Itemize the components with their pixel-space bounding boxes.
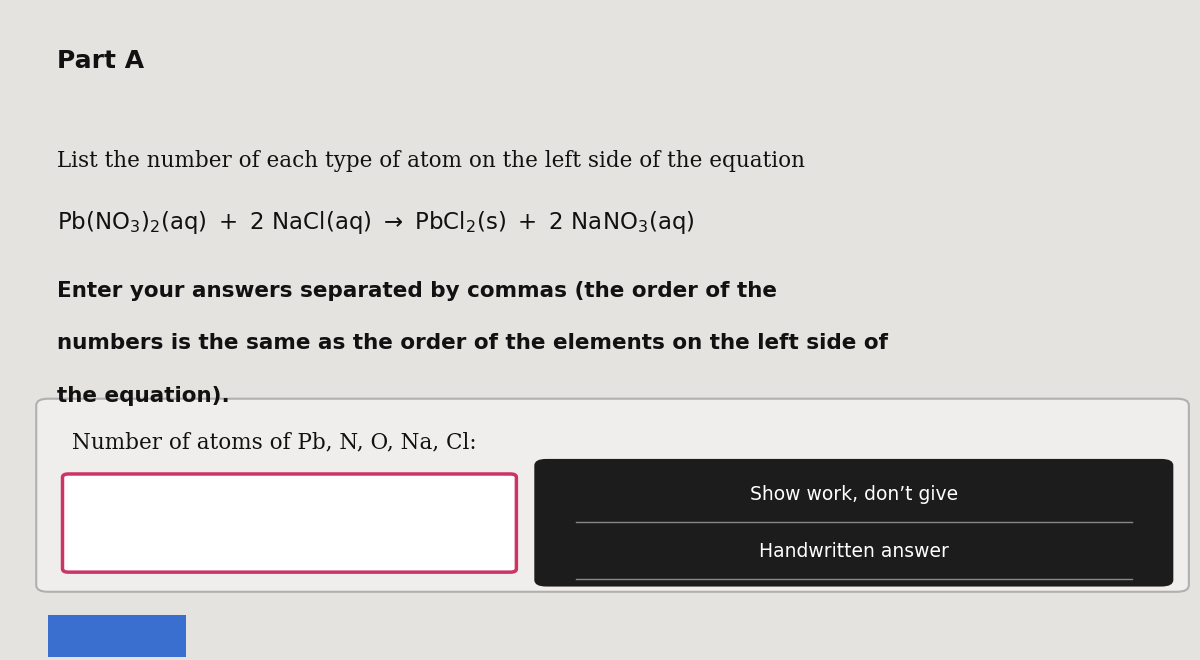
Text: $\mathrm{Pb(NO_3)_2(aq)\ +\ 2\ NaCl(aq)\ \rightarrow\ PbCl_2(s)\ +\ 2\ NaNO_3(aq: $\mathrm{Pb(NO_3)_2(aq)\ +\ 2\ NaCl(aq)\… <box>56 209 694 236</box>
Text: Number of atoms of Pb, N, O, Na, Cl:: Number of atoms of Pb, N, O, Na, Cl: <box>72 432 476 453</box>
Text: Show work, don’t give: Show work, don’t give <box>750 485 959 504</box>
Text: List the number of each type of atom on the left side of the equation: List the number of each type of atom on … <box>56 150 804 172</box>
FancyBboxPatch shape <box>36 399 1189 592</box>
Text: the equation).: the equation). <box>56 385 229 406</box>
Text: numbers is the same as the order of the elements on the left side of: numbers is the same as the order of the … <box>56 333 888 353</box>
FancyBboxPatch shape <box>62 474 516 572</box>
FancyBboxPatch shape <box>534 459 1174 587</box>
Text: Handwritten answer: Handwritten answer <box>760 542 949 561</box>
Text: Enter your answers separated by commas (the order of the: Enter your answers separated by commas (… <box>56 281 776 301</box>
Text: Part A: Part A <box>56 49 144 73</box>
FancyBboxPatch shape <box>48 614 186 657</box>
